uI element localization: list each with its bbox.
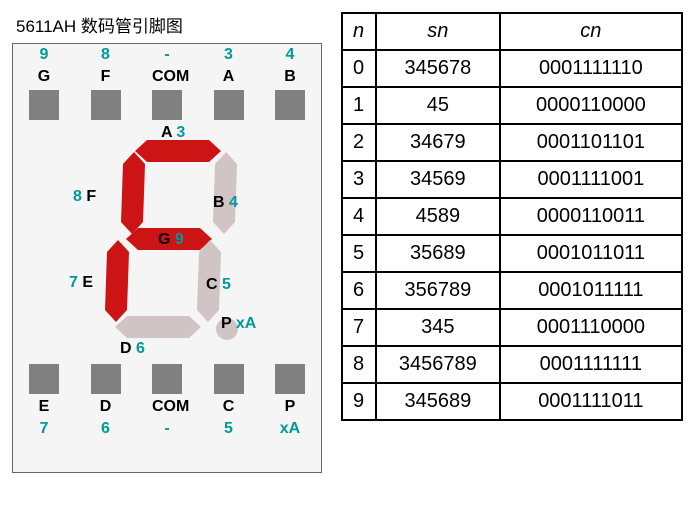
table-cell: 0000110000 <box>500 87 681 124</box>
seg-label-d: D 6 <box>120 340 145 358</box>
table-row: 5356890001011011 <box>342 235 682 272</box>
table-cell: 2 <box>342 124 376 161</box>
pin-num: 7 <box>29 418 59 440</box>
top-pads <box>13 88 321 122</box>
table-cell: 0001111011 <box>500 383 681 420</box>
table-cell: 1 <box>342 87 376 124</box>
table-cell: 0001101101 <box>500 124 681 161</box>
table-cell: 34569 <box>376 161 501 198</box>
col-n: n <box>342 13 376 50</box>
pinout-panel: 5611AH 数码管引脚图 9 8 - 3 4 G F COM A B <box>8 8 326 473</box>
pin-num: 4 <box>275 44 305 66</box>
pin-pad <box>91 90 121 120</box>
pin-letter: E <box>29 396 59 418</box>
table-cell: 356789 <box>376 272 501 309</box>
table-row: 3345690001111001 <box>342 161 682 198</box>
pin-letter: F <box>91 66 121 88</box>
seg-label-p: P xA <box>221 315 256 333</box>
pin-pad <box>29 90 59 120</box>
seg-label-e: 7 E <box>69 274 93 292</box>
seg-label-f: 8 F <box>73 188 96 206</box>
table-cell: 0 <box>342 50 376 87</box>
seg-label-g: G 9 <box>158 231 184 249</box>
table-row: 93456890001111011 <box>342 383 682 420</box>
col-sn: sn <box>376 13 501 50</box>
pin-letter: A <box>214 66 244 88</box>
table-cell: 45 <box>376 87 501 124</box>
seg-e <box>105 240 129 322</box>
table-cell: 4589 <box>376 198 501 235</box>
title: 5611AH 数码管引脚图 <box>8 8 326 43</box>
table-cell: 8 <box>342 346 376 383</box>
table-cell: 5 <box>342 235 376 272</box>
seven-segment-display: A 3 B 4 C 5 D 6 7 E 8 F G 9 P xA <box>13 122 321 362</box>
pin-num: - <box>152 44 182 66</box>
table-row: 834567890001111111 <box>342 346 682 383</box>
table-cell: 0001111111 <box>500 346 681 383</box>
seg-label-c: C 5 <box>206 276 231 294</box>
pin-letter: G <box>29 66 59 88</box>
table-cell: 4 <box>342 198 376 235</box>
pin-pad <box>152 364 182 394</box>
table-row: 03456780001111110 <box>342 50 682 87</box>
pin-num: xA <box>275 418 305 440</box>
pin-pad <box>275 90 305 120</box>
table-cell: 345689 <box>376 383 501 420</box>
pin-letter: B <box>275 66 305 88</box>
pin-letter: COM <box>152 396 182 418</box>
pin-num: 9 <box>29 44 59 66</box>
table-cell: 3456789 <box>376 346 501 383</box>
table-row: 73450001110000 <box>342 309 682 346</box>
table-cell: 0001111001 <box>500 161 681 198</box>
pin-pad <box>214 90 244 120</box>
bottom-pin-numbers: 7 6 - 5 xA <box>13 418 321 440</box>
table-cell: 0001011011 <box>500 235 681 272</box>
bottom-pads <box>13 362 321 396</box>
table-cell: 34679 <box>376 124 501 161</box>
table-row: 1450000110000 <box>342 87 682 124</box>
top-pin-letters: G F COM A B <box>13 66 321 88</box>
pin-pad <box>275 364 305 394</box>
pin-letter: C <box>214 396 244 418</box>
encoding-table-panel: n sn cn 03456780001111110145000011000023… <box>341 8 685 473</box>
pin-num: 8 <box>91 44 121 66</box>
table-cell: 6 <box>342 272 376 309</box>
col-cn: cn <box>500 13 681 50</box>
table-cell: 9 <box>342 383 376 420</box>
bottom-pin-letters: E D COM C P <box>13 396 321 418</box>
table-cell: 345 <box>376 309 501 346</box>
table-cell: 7 <box>342 309 376 346</box>
table-row: 445890000110011 <box>342 198 682 235</box>
pin-num: 6 <box>91 418 121 440</box>
pin-pad <box>214 364 244 394</box>
table-cell: 0001110000 <box>500 309 681 346</box>
table-cell: 0001011111 <box>500 272 681 309</box>
pin-num: - <box>152 418 182 440</box>
pinout-box: 9 8 - 3 4 G F COM A B A <box>12 43 322 473</box>
table-cell: 345678 <box>376 50 501 87</box>
encoding-table: n sn cn 03456780001111110145000011000023… <box>341 12 683 421</box>
pin-letter: D <box>91 396 121 418</box>
table-cell: 0000110011 <box>500 198 681 235</box>
top-pin-numbers: 9 8 - 3 4 <box>13 44 321 66</box>
table-header-row: n sn cn <box>342 13 682 50</box>
table-row: 2346790001101101 <box>342 124 682 161</box>
table-cell: 0001111110 <box>500 50 681 87</box>
table-cell: 35689 <box>376 235 501 272</box>
seg-d <box>115 316 201 338</box>
seg-a <box>135 140 221 162</box>
pin-letter: COM <box>152 66 182 88</box>
table-row: 63567890001011111 <box>342 272 682 309</box>
pin-pad <box>29 364 59 394</box>
pin-letter: P <box>275 396 305 418</box>
pin-pad <box>91 364 121 394</box>
table-cell: 3 <box>342 161 376 198</box>
seg-label-b: B 4 <box>213 194 238 212</box>
seg-b <box>213 152 237 234</box>
seg-label-a: A 3 <box>161 124 185 142</box>
pin-num: 5 <box>214 418 244 440</box>
seg-f <box>121 152 145 234</box>
pin-pad <box>152 90 182 120</box>
pin-num: 3 <box>214 44 244 66</box>
